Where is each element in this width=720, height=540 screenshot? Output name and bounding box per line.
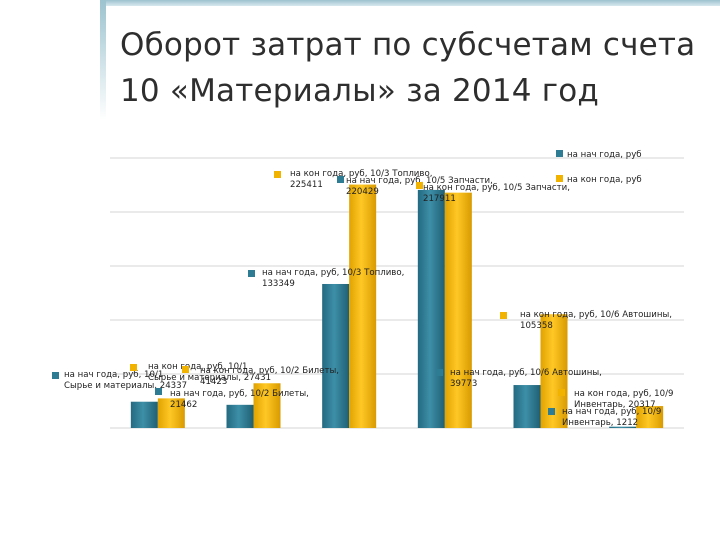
data-label: на кон года, руб, 10/6 Автошины, <box>520 310 672 320</box>
bar-kon-3 <box>349 184 377 428</box>
data-label-marker <box>500 312 507 319</box>
data-label: 133349 <box>262 279 295 289</box>
bar-kon-2 <box>253 383 281 428</box>
data-label-marker <box>416 182 423 189</box>
bar-kon-6 <box>636 406 664 428</box>
header-accent-stripe <box>100 0 106 120</box>
data-label: на нач года, руб, 10/3 Топливо, <box>262 268 404 278</box>
bar-nach-1 <box>130 401 158 428</box>
header-accent-bar <box>100 0 720 6</box>
data-label-marker <box>337 176 344 183</box>
page-title: Оборот затрат по субсчетам счета 10 «Мат… <box>120 27 696 109</box>
data-label: на кон года, руб, 10/5 Запчасти, <box>423 183 570 193</box>
data-label: на нач года, руб, 10/9 <box>562 407 661 417</box>
data-label-marker <box>436 369 443 376</box>
data-label: 105358 <box>520 321 553 331</box>
data-label-marker <box>558 389 565 396</box>
data-label: на кон года, руб, 10/2 Билеты, <box>200 366 339 376</box>
data-label-marker <box>548 408 555 415</box>
legend-label: на нач года, руб <box>567 150 642 160</box>
bar-nach-3 <box>322 283 350 428</box>
bar-nach-5 <box>513 385 541 428</box>
data-label-marker <box>248 270 255 277</box>
data-label: на нач года, руб, 10/2 Билеты, <box>170 389 309 399</box>
data-label: на кон года, руб, 10/3 Топливо, <box>290 169 432 179</box>
bar-kon-1 <box>157 398 185 428</box>
data-label: на кон года, руб, 10/1 <box>148 362 247 372</box>
data-label: Сырье и материалы, 24337 <box>64 381 187 391</box>
data-label-marker <box>274 171 281 178</box>
data-label: Инвентарь, 1212 <box>562 418 638 428</box>
legend-label: на кон года, руб <box>567 175 642 185</box>
bar-nach-2 <box>226 404 254 428</box>
data-label-marker <box>130 364 137 371</box>
data-label-marker <box>155 388 162 395</box>
data-label: 41423 <box>200 377 227 387</box>
data-label-marker <box>52 372 59 379</box>
bar-nach-4 <box>417 189 445 428</box>
legend-swatch <box>556 150 563 157</box>
data-label: 39773 <box>450 379 477 389</box>
data-label: Инвентарь, 20317 <box>574 400 656 410</box>
data-label: 225411 <box>290 180 323 190</box>
legend-swatch <box>556 175 563 182</box>
bar-nach-6 <box>609 426 637 428</box>
data-label: 21462 <box>170 400 197 410</box>
data-label: 220429 <box>346 187 379 197</box>
data-label: 217911 <box>423 194 456 204</box>
data-label: на нач года, руб, 10/6 Автошины, <box>450 368 602 378</box>
bar-kon-4 <box>444 192 472 428</box>
data-label: Сырье и материалы, 27431 <box>148 373 271 383</box>
data-label-marker <box>182 366 189 373</box>
data-label: на нач года, руб, 10/5 Запчасти, <box>346 176 493 186</box>
data-label: на нач года, руб, 10/1 <box>64 370 163 380</box>
data-label: на кон года, руб, 10/9 <box>574 389 673 399</box>
